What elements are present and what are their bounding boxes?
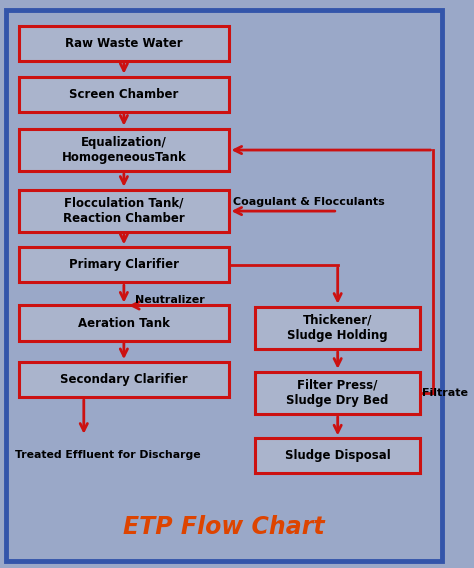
FancyBboxPatch shape	[255, 371, 420, 414]
FancyBboxPatch shape	[19, 128, 228, 171]
Text: Screen Chamber: Screen Chamber	[69, 87, 179, 101]
FancyBboxPatch shape	[19, 26, 228, 61]
Text: Filtrate: Filtrate	[422, 388, 468, 398]
Text: Equalization/
HomogeneousTank: Equalization/ HomogeneousTank	[62, 136, 186, 164]
Text: Flocculation Tank/
Reaction Chamber: Flocculation Tank/ Reaction Chamber	[63, 197, 185, 225]
FancyBboxPatch shape	[19, 362, 228, 397]
FancyBboxPatch shape	[19, 77, 228, 111]
FancyBboxPatch shape	[19, 306, 228, 341]
Text: Secondary Clarifier: Secondary Clarifier	[60, 373, 188, 386]
Text: Treated Effluent for Discharge: Treated Effluent for Discharge	[15, 450, 201, 460]
Text: Filter Press/
Sludge Dry Bed: Filter Press/ Sludge Dry Bed	[286, 378, 389, 407]
Text: Raw Waste Water: Raw Waste Water	[65, 37, 182, 50]
Text: Sludge Disposal: Sludge Disposal	[285, 449, 391, 462]
Text: Coagulant & Flocculants: Coagulant & Flocculants	[233, 197, 385, 207]
FancyBboxPatch shape	[255, 307, 420, 349]
FancyBboxPatch shape	[19, 190, 228, 232]
Text: Neutralizer: Neutralizer	[135, 295, 205, 305]
Text: Thickener/
Sludge Holding: Thickener/ Sludge Holding	[287, 314, 388, 342]
FancyBboxPatch shape	[255, 438, 420, 473]
Text: Aeration Tank: Aeration Tank	[78, 316, 170, 329]
FancyBboxPatch shape	[19, 247, 228, 282]
Text: Primary Clarifier: Primary Clarifier	[69, 258, 179, 272]
Text: ETP Flow Chart: ETP Flow Chart	[123, 515, 325, 539]
